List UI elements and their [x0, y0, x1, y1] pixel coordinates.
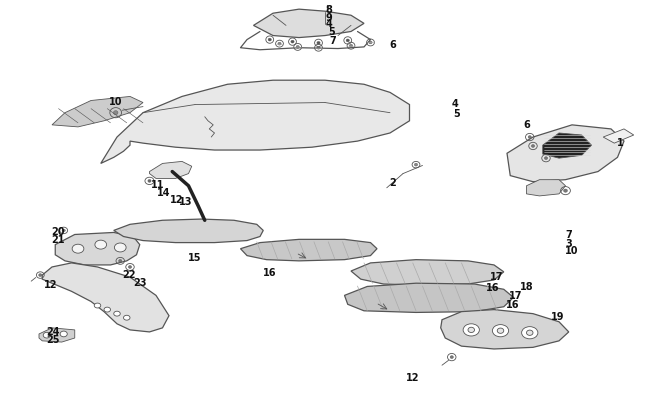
- Ellipse shape: [545, 158, 547, 160]
- Text: 6: 6: [390, 40, 396, 49]
- Polygon shape: [351, 260, 504, 286]
- Polygon shape: [441, 310, 569, 349]
- Ellipse shape: [350, 45, 352, 48]
- Polygon shape: [55, 233, 140, 265]
- Ellipse shape: [129, 266, 131, 269]
- Polygon shape: [39, 328, 75, 342]
- Text: 19: 19: [551, 312, 564, 322]
- Ellipse shape: [291, 41, 294, 44]
- Text: 21: 21: [52, 234, 65, 244]
- Ellipse shape: [346, 40, 350, 43]
- Text: 7: 7: [330, 36, 336, 45]
- Text: 12: 12: [406, 373, 419, 382]
- Ellipse shape: [296, 47, 300, 49]
- Text: 16: 16: [486, 283, 499, 292]
- Ellipse shape: [60, 331, 68, 337]
- Text: 11: 11: [151, 179, 164, 189]
- Ellipse shape: [104, 307, 110, 312]
- Text: 4: 4: [452, 98, 458, 108]
- Text: 13: 13: [179, 197, 192, 207]
- Text: 18: 18: [520, 282, 533, 292]
- Text: 10: 10: [566, 245, 578, 255]
- Text: 17: 17: [490, 271, 503, 281]
- Ellipse shape: [532, 145, 534, 148]
- Ellipse shape: [148, 180, 151, 183]
- Ellipse shape: [268, 39, 272, 42]
- Polygon shape: [42, 263, 169, 332]
- Polygon shape: [101, 81, 410, 164]
- Ellipse shape: [463, 324, 480, 336]
- Text: 15: 15: [188, 252, 202, 262]
- Ellipse shape: [564, 190, 567, 193]
- Text: 12: 12: [44, 280, 57, 290]
- Ellipse shape: [493, 325, 508, 337]
- Ellipse shape: [114, 311, 120, 316]
- Text: 5: 5: [328, 28, 335, 37]
- Ellipse shape: [317, 43, 320, 45]
- Ellipse shape: [528, 136, 532, 139]
- Text: 16: 16: [263, 267, 276, 277]
- Polygon shape: [603, 130, 634, 144]
- Text: 24: 24: [47, 326, 60, 336]
- Text: 9: 9: [326, 13, 332, 23]
- Polygon shape: [526, 180, 566, 196]
- Ellipse shape: [94, 303, 101, 308]
- Text: 6: 6: [523, 119, 530, 129]
- Text: 16: 16: [506, 300, 519, 309]
- Text: 25: 25: [47, 335, 60, 344]
- Text: 2: 2: [389, 177, 396, 187]
- Text: 14: 14: [157, 188, 170, 197]
- Text: 3: 3: [566, 238, 572, 248]
- Ellipse shape: [118, 260, 122, 263]
- Polygon shape: [114, 220, 263, 243]
- Ellipse shape: [114, 243, 126, 252]
- Text: 8: 8: [326, 5, 332, 15]
- Polygon shape: [254, 10, 364, 38]
- Polygon shape: [52, 97, 143, 128]
- Ellipse shape: [278, 43, 281, 46]
- Polygon shape: [344, 284, 514, 313]
- Polygon shape: [543, 134, 592, 159]
- Text: 4: 4: [326, 19, 332, 29]
- Text: 20: 20: [52, 227, 65, 237]
- Ellipse shape: [497, 328, 504, 334]
- Ellipse shape: [124, 315, 130, 320]
- Text: 22: 22: [122, 270, 135, 279]
- Ellipse shape: [521, 327, 538, 339]
- Ellipse shape: [72, 245, 84, 254]
- Ellipse shape: [62, 230, 65, 232]
- Text: 23: 23: [133, 278, 146, 288]
- Ellipse shape: [39, 274, 42, 277]
- Ellipse shape: [317, 47, 320, 50]
- Text: 10: 10: [109, 97, 122, 107]
- Ellipse shape: [95, 241, 107, 249]
- Text: 5: 5: [454, 109, 460, 118]
- Ellipse shape: [468, 327, 474, 333]
- Ellipse shape: [450, 356, 454, 359]
- Text: 1: 1: [618, 138, 624, 147]
- Ellipse shape: [526, 330, 533, 335]
- Text: 12: 12: [170, 194, 183, 204]
- Polygon shape: [240, 240, 377, 261]
- Polygon shape: [507, 126, 624, 182]
- Ellipse shape: [415, 164, 417, 167]
- Polygon shape: [150, 162, 192, 179]
- Ellipse shape: [113, 111, 118, 115]
- Ellipse shape: [43, 333, 51, 338]
- Text: 17: 17: [509, 291, 522, 301]
- Text: 7: 7: [566, 230, 572, 240]
- Ellipse shape: [369, 42, 372, 45]
